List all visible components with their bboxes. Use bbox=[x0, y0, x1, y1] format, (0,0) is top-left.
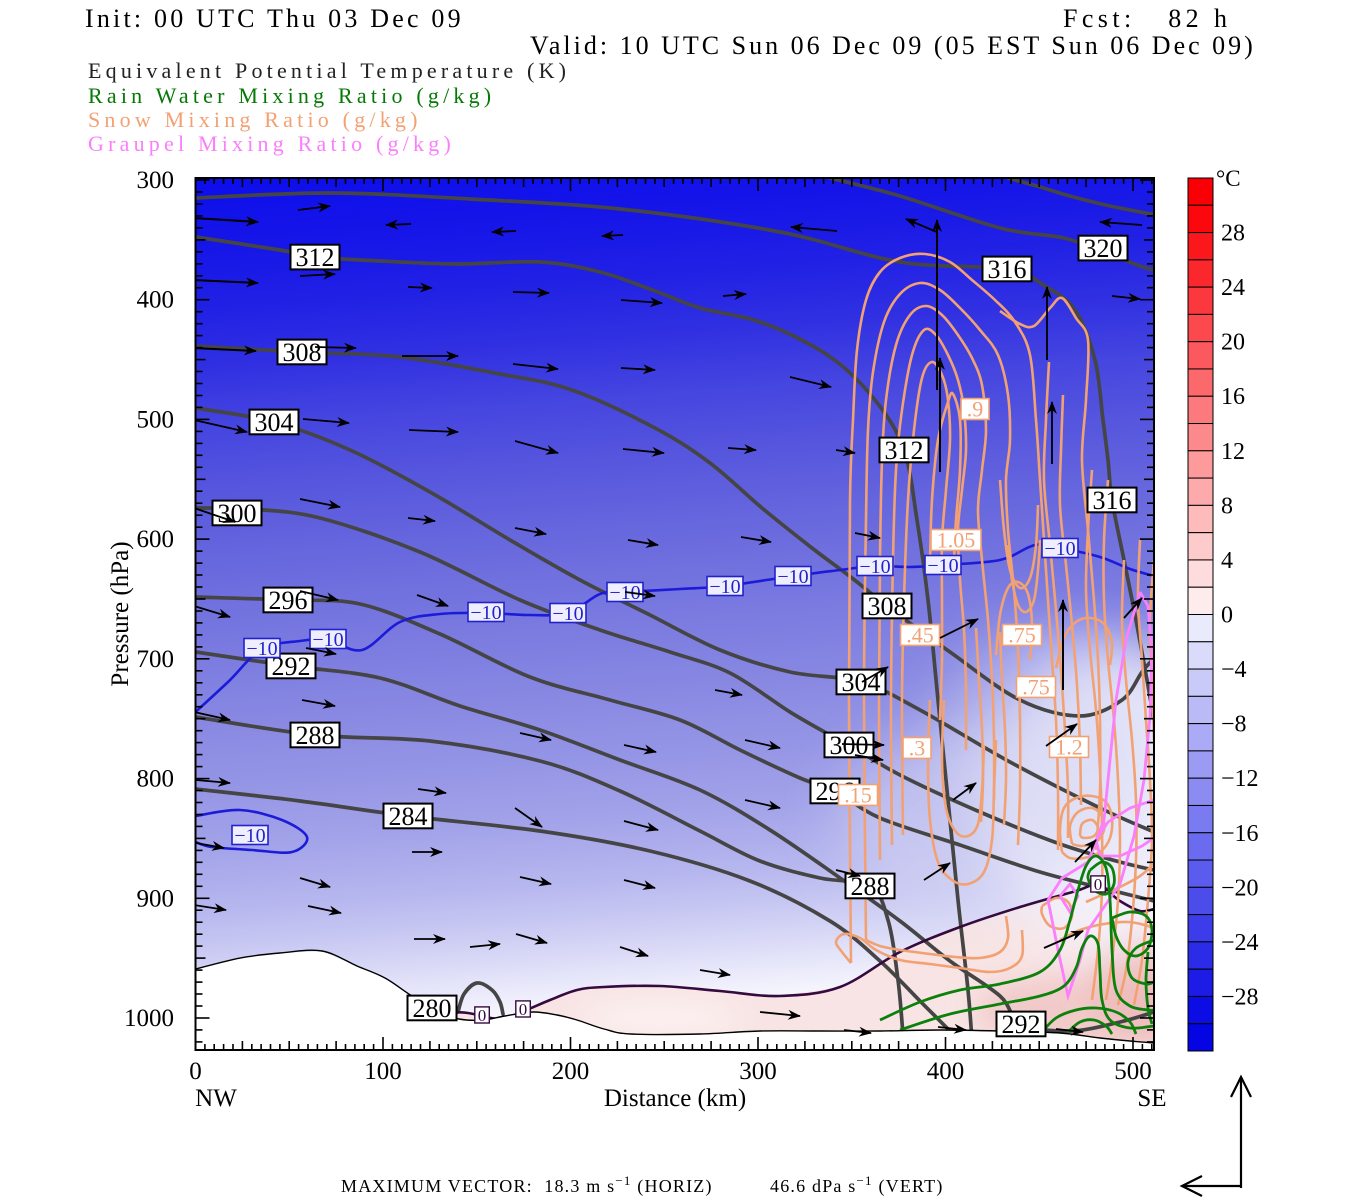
svg-text:20: 20 bbox=[1221, 330, 1245, 356]
svg-text:.15: .15 bbox=[844, 783, 872, 808]
svg-text:12: 12 bbox=[1221, 439, 1245, 465]
svg-text:Fcst: 82 h: Fcst: 82 h bbox=[1063, 4, 1231, 33]
svg-text:−28: −28 bbox=[1221, 984, 1259, 1010]
svg-text:304: 304 bbox=[255, 408, 294, 437]
svg-text:316: 316 bbox=[988, 255, 1027, 284]
svg-text:312: 312 bbox=[885, 436, 924, 465]
svg-text:288: 288 bbox=[296, 721, 335, 750]
svg-text:−10: −10 bbox=[859, 556, 890, 578]
svg-text:.3: .3 bbox=[909, 736, 926, 761]
svg-text:1.2: 1.2 bbox=[1055, 735, 1083, 760]
svg-text:300: 300 bbox=[218, 499, 257, 528]
svg-text:312: 312 bbox=[296, 243, 335, 272]
svg-text:NW: NW bbox=[195, 1085, 237, 1112]
svg-text:200: 200 bbox=[552, 1058, 590, 1085]
svg-text:°C: °C bbox=[1216, 166, 1241, 191]
svg-text:304: 304 bbox=[842, 668, 881, 697]
svg-text:.9: .9 bbox=[967, 397, 984, 422]
svg-text:−10: −10 bbox=[246, 638, 277, 660]
svg-text:Valid: 10 UTC Sun 06 Dec 09 (0: Valid: 10 UTC Sun 06 Dec 09 (05 EST Sun … bbox=[530, 31, 1256, 60]
svg-text:−24: −24 bbox=[1221, 930, 1259, 956]
svg-text:.75: .75 bbox=[1008, 623, 1036, 648]
svg-text:296: 296 bbox=[269, 586, 308, 615]
svg-text:600: 600 bbox=[137, 526, 175, 553]
svg-text:.75: .75 bbox=[1022, 675, 1050, 700]
svg-text:16: 16 bbox=[1221, 384, 1245, 410]
svg-text:Snow Mixing Ratio (g/kg): Snow Mixing Ratio (g/kg) bbox=[88, 107, 422, 132]
svg-text:320: 320 bbox=[1084, 234, 1123, 263]
svg-text:0: 0 bbox=[1221, 603, 1233, 629]
svg-text:Init: 00 UTC Thu 03 Dec 09: Init: 00 UTC Thu 03 Dec 09 bbox=[85, 4, 464, 33]
svg-text:316: 316 bbox=[1093, 486, 1132, 515]
svg-text:800: 800 bbox=[137, 766, 175, 793]
svg-text:700: 700 bbox=[137, 646, 175, 673]
svg-text:0: 0 bbox=[1094, 875, 1103, 894]
svg-text:900: 900 bbox=[137, 885, 175, 912]
svg-text:−10: −10 bbox=[234, 825, 265, 847]
svg-text:−10: −10 bbox=[709, 576, 740, 598]
svg-text:292: 292 bbox=[1002, 1010, 1041, 1039]
svg-text:−10: −10 bbox=[312, 629, 343, 651]
svg-text:4: 4 bbox=[1221, 548, 1233, 574]
svg-text:−10: −10 bbox=[927, 555, 958, 577]
svg-text:−10: −10 bbox=[1044, 538, 1075, 560]
svg-text:−4: −4 bbox=[1221, 657, 1247, 683]
svg-text:100: 100 bbox=[364, 1058, 402, 1085]
svg-text:−20: −20 bbox=[1221, 875, 1259, 901]
svg-text:288: 288 bbox=[851, 872, 890, 901]
svg-text:1.05: 1.05 bbox=[937, 528, 976, 553]
svg-text:−10: −10 bbox=[470, 602, 501, 624]
svg-text:−10: −10 bbox=[777, 566, 808, 588]
svg-text:0: 0 bbox=[519, 1000, 528, 1019]
svg-text:280: 280 bbox=[413, 994, 452, 1023]
svg-text:Rain Water Mixing Ratio (g/kg): Rain Water Mixing Ratio (g/kg) bbox=[88, 83, 495, 108]
svg-text:500: 500 bbox=[1114, 1058, 1152, 1085]
svg-text:MAXIMUM VECTOR: 18.3 m s−1 (H: MAXIMUM VECTOR: 18.3 m s−1 (HORIZ) bbox=[341, 1173, 713, 1197]
svg-text:.45: .45 bbox=[906, 623, 934, 648]
svg-text:0: 0 bbox=[478, 1006, 487, 1025]
svg-text:Distance (km): Distance (km) bbox=[604, 1085, 746, 1112]
svg-text:308: 308 bbox=[868, 592, 907, 621]
svg-text:308: 308 bbox=[283, 338, 322, 367]
svg-text:24: 24 bbox=[1221, 275, 1245, 301]
svg-text:8: 8 bbox=[1221, 493, 1233, 519]
svg-text:0: 0 bbox=[189, 1058, 202, 1085]
svg-text:500: 500 bbox=[137, 406, 175, 433]
svg-text:46.6 dPa s−1 (VERT): 46.6 dPa s−1 (VERT) bbox=[770, 1173, 944, 1197]
svg-text:28: 28 bbox=[1221, 221, 1245, 247]
svg-text:400: 400 bbox=[137, 287, 175, 314]
svg-text:Equivalent Potential Temperatu: Equivalent Potential Temperature (K) bbox=[88, 58, 570, 83]
svg-text:SE: SE bbox=[1137, 1085, 1166, 1112]
svg-text:300: 300 bbox=[137, 167, 175, 194]
svg-text:400: 400 bbox=[927, 1058, 965, 1085]
svg-text:−12: −12 bbox=[1221, 766, 1259, 792]
svg-text:284: 284 bbox=[389, 802, 428, 831]
svg-text:−16: −16 bbox=[1221, 821, 1259, 847]
svg-text:−10: −10 bbox=[552, 603, 583, 625]
svg-text:Graupel Mixing Ratio (g/kg): Graupel Mixing Ratio (g/kg) bbox=[88, 131, 455, 156]
svg-text:Pressure (hPa): Pressure (hPa) bbox=[107, 541, 134, 686]
svg-text:−8: −8 bbox=[1221, 712, 1247, 738]
svg-text:1000: 1000 bbox=[124, 1005, 174, 1032]
svg-text:300: 300 bbox=[739, 1058, 777, 1085]
